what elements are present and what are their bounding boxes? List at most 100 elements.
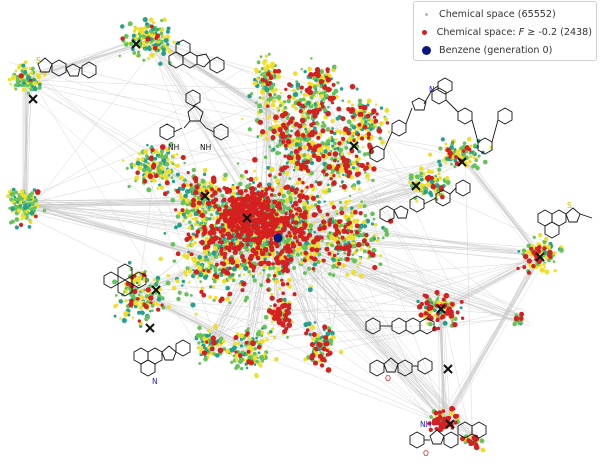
chemical-space-node — [348, 199, 352, 203]
chemical-space-node — [440, 137, 445, 142]
chemical-space-node — [314, 180, 318, 184]
filtered-node — [547, 249, 553, 256]
chemical-space-node — [331, 144, 335, 148]
chemical-space-node — [13, 197, 17, 202]
filtered-node — [238, 189, 244, 196]
chemical-space-node — [362, 204, 367, 209]
chemical-space-node — [211, 250, 217, 256]
chemical-space-node — [238, 274, 241, 277]
filtered-node — [312, 144, 319, 150]
chemical-space-node — [419, 171, 424, 176]
filtered-node — [242, 238, 247, 242]
chemical-space-node — [29, 210, 35, 216]
filtered-node — [274, 212, 279, 217]
chemical-space-node — [181, 284, 184, 287]
chemical-space-node — [224, 348, 230, 354]
chemical-space-node — [223, 279, 227, 282]
chemical-space-node — [20, 196, 24, 201]
filtered-node — [349, 229, 354, 234]
network-edge — [149, 39, 209, 200]
chemical-space-node — [284, 171, 290, 176]
filtered-node — [287, 230, 292, 235]
chemical-space-node — [270, 292, 273, 296]
chemical-space-node — [150, 303, 155, 308]
filtered-node — [235, 185, 240, 190]
chemical-space-node — [8, 206, 12, 210]
chemical-space-node — [302, 93, 307, 97]
chemical-space-node — [438, 163, 443, 167]
network-edge — [156, 32, 470, 436]
chemical-space-node — [204, 347, 208, 351]
chemical-space-node — [191, 217, 194, 221]
chemical-space-node — [164, 177, 169, 182]
chemical-space-node — [296, 144, 300, 147]
filtered-node — [236, 214, 241, 219]
chemical-space-node — [246, 177, 249, 181]
network-edge — [25, 76, 28, 201]
filtered-node — [322, 324, 328, 330]
chemical-space-node — [221, 340, 226, 344]
chemical-space-node — [215, 353, 220, 358]
chemical-space-node — [254, 101, 258, 105]
structure-marker-x — [145, 323, 155, 333]
chemical-space-node — [135, 160, 141, 166]
filtered-node — [268, 173, 272, 178]
chemical-space-node — [185, 183, 190, 187]
chemical-space-node — [339, 350, 344, 355]
chemical-space-node — [420, 186, 424, 191]
chemical-space-node — [302, 144, 308, 150]
chemical-space-node — [363, 120, 368, 124]
filtered-node — [295, 228, 300, 234]
network-edge — [274, 227, 318, 350]
chemical-space-node — [363, 170, 367, 174]
chemical-space-node — [295, 252, 300, 257]
chemical-space-node — [339, 87, 344, 91]
chemical-space-node — [340, 152, 344, 156]
chemical-space-node — [133, 300, 138, 306]
network-edge — [254, 309, 432, 312]
chemical-space-node — [299, 260, 304, 265]
chemical-space-node — [368, 135, 374, 141]
filtered-node — [345, 164, 351, 169]
chemical-space-node — [37, 85, 42, 90]
filtered-node — [363, 167, 367, 172]
filtered-node — [136, 297, 140, 301]
chemical-space-node — [341, 263, 346, 268]
filtered-node — [243, 188, 248, 193]
chemical-space-node — [335, 212, 339, 216]
chemical-space-node — [295, 80, 299, 84]
filtered-node — [321, 153, 326, 159]
network-edge — [267, 230, 539, 255]
filtered-node — [154, 36, 159, 41]
network-edge — [34, 59, 458, 157]
chemical-space-node — [179, 195, 184, 201]
filtered-node — [354, 223, 360, 229]
legend-blue-dot-icon — [418, 45, 434, 55]
filtered-node — [29, 78, 33, 82]
filtered-node — [294, 121, 300, 127]
chemical-space-node — [191, 167, 197, 173]
chemical-space-node — [546, 244, 551, 249]
chemical-space-node — [300, 67, 303, 71]
chemical-space-node — [279, 187, 284, 192]
chemical-space-node — [316, 100, 320, 104]
chemical-space-node — [146, 315, 151, 320]
molecule-aza-polycycle — [133, 339, 191, 377]
chemical-space-node — [342, 173, 345, 177]
chemical-space-node — [225, 296, 231, 302]
filtered-node — [324, 172, 329, 177]
filtered-node — [258, 182, 262, 186]
chemical-space-node — [270, 61, 276, 67]
chemical-space-node — [195, 333, 201, 338]
filtered-node — [440, 194, 445, 200]
chemical-space-node — [144, 30, 149, 35]
chemical-space-node — [415, 199, 419, 203]
filtered-node — [247, 261, 252, 265]
filtered-node — [360, 105, 365, 110]
chemical-space-node — [374, 103, 378, 106]
chemical-space-node — [185, 189, 190, 195]
filtered-node — [150, 147, 155, 153]
chemical-space-node — [309, 251, 313, 256]
chemical-space-node — [358, 257, 362, 261]
filtered-node — [292, 226, 297, 231]
